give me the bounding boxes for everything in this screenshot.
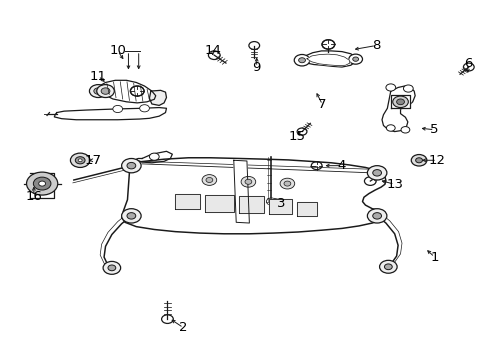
Circle shape (101, 88, 110, 94)
Polygon shape (122, 158, 385, 234)
Polygon shape (381, 86, 414, 132)
Circle shape (149, 153, 159, 160)
Circle shape (379, 260, 396, 273)
Polygon shape (306, 54, 349, 66)
Circle shape (122, 158, 141, 173)
Circle shape (113, 105, 122, 113)
Text: 6: 6 (463, 57, 471, 70)
Circle shape (130, 86, 144, 96)
Polygon shape (297, 202, 316, 216)
Circle shape (386, 125, 394, 131)
Polygon shape (54, 108, 166, 120)
Text: 4: 4 (337, 159, 346, 172)
Circle shape (322, 40, 334, 49)
Text: 16: 16 (25, 190, 42, 203)
Circle shape (108, 265, 116, 271)
Circle shape (241, 176, 255, 187)
Text: 9: 9 (252, 60, 260, 73)
Circle shape (140, 105, 149, 112)
Circle shape (366, 166, 386, 180)
Circle shape (26, 172, 58, 195)
Text: 11: 11 (89, 69, 106, 82)
Polygon shape (233, 160, 249, 223)
Polygon shape (136, 151, 172, 163)
Text: 12: 12 (427, 154, 445, 167)
Circle shape (122, 209, 141, 223)
Circle shape (284, 181, 290, 186)
Circle shape (205, 177, 212, 183)
Text: 8: 8 (371, 39, 380, 52)
Circle shape (400, 127, 409, 133)
Circle shape (244, 179, 251, 184)
Circle shape (33, 177, 51, 190)
Polygon shape (238, 197, 264, 213)
Polygon shape (268, 199, 292, 215)
Circle shape (366, 209, 386, 223)
Circle shape (97, 85, 114, 98)
Text: 10: 10 (109, 44, 126, 57)
Circle shape (396, 99, 404, 105)
Circle shape (415, 158, 422, 163)
Circle shape (75, 157, 85, 164)
Circle shape (410, 154, 426, 166)
Circle shape (94, 88, 102, 94)
Circle shape (352, 57, 358, 61)
Text: 17: 17 (84, 154, 102, 167)
Circle shape (39, 181, 45, 186)
Polygon shape (97, 80, 156, 103)
Circle shape (298, 58, 305, 63)
Circle shape (89, 85, 107, 98)
Polygon shape (302, 51, 355, 67)
Circle shape (403, 85, 412, 92)
Circle shape (384, 264, 391, 270)
Circle shape (385, 84, 395, 91)
Circle shape (392, 96, 407, 108)
Circle shape (78, 159, 82, 162)
Text: 5: 5 (429, 123, 438, 136)
Circle shape (294, 54, 309, 66)
Circle shape (372, 213, 381, 219)
Text: 1: 1 (429, 251, 438, 264)
Text: 3: 3 (276, 197, 285, 210)
Circle shape (372, 170, 381, 176)
Text: 7: 7 (318, 98, 326, 111)
Text: 2: 2 (179, 321, 187, 334)
Text: 14: 14 (204, 44, 221, 57)
Circle shape (348, 54, 362, 64)
Text: 13: 13 (386, 178, 403, 191)
Text: 15: 15 (288, 130, 305, 144)
Polygon shape (175, 194, 199, 210)
Polygon shape (390, 95, 409, 108)
Circle shape (202, 175, 216, 185)
Polygon shape (149, 90, 166, 105)
Circle shape (103, 261, 121, 274)
Circle shape (127, 162, 136, 169)
Circle shape (280, 178, 294, 189)
Circle shape (70, 153, 90, 167)
Polygon shape (204, 195, 233, 212)
Circle shape (127, 213, 136, 219)
